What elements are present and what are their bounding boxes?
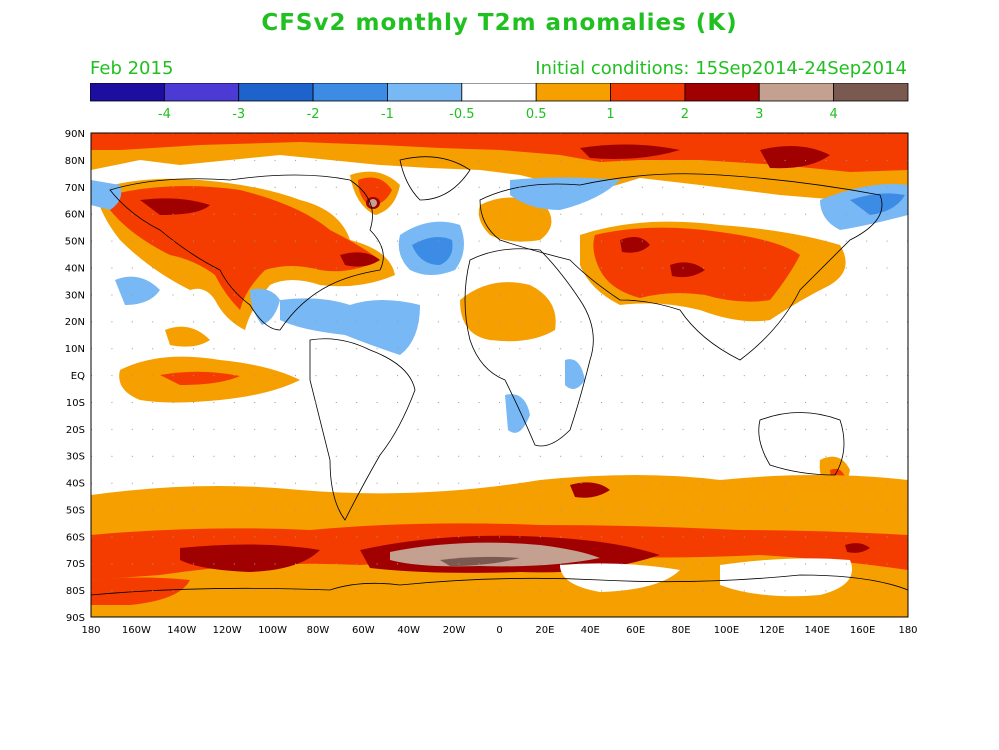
lat-tick-label: 50S	[66, 505, 85, 516]
valid-month: Feb 2015	[90, 58, 174, 79]
lon-tick-label: 20E	[535, 625, 554, 636]
lon-tick-label: 100W	[258, 625, 287, 636]
lat-tick-label: EQ	[71, 371, 85, 382]
lon-tick-label: 100E	[714, 625, 739, 636]
lat-tick-label: 40N	[65, 263, 85, 274]
lon-tick-label: 80E	[672, 625, 691, 636]
lat-tick-label: 80N	[65, 156, 85, 167]
lon-tick-label: 160E	[850, 625, 875, 636]
colorbar-label: 0.5	[526, 107, 547, 122]
lat-tick-label: 70S	[66, 559, 85, 570]
lat-tick-label: 50N	[65, 237, 85, 248]
colorbar-label: 3	[755, 107, 763, 122]
lat-tick-label: 20S	[66, 425, 85, 436]
lon-tick-label: 20W	[443, 625, 466, 636]
lon-tick-label: 0	[496, 625, 502, 636]
lat-tick-label: 30N	[65, 290, 85, 301]
colorbar-label: 1	[606, 107, 614, 122]
lat-tick-label: 20N	[65, 317, 85, 328]
lat-tick-label: 60S	[66, 532, 85, 543]
colorbar-label: 2	[681, 107, 689, 122]
colorbar-label: -1	[381, 107, 394, 122]
lat-tick-label: 90N	[65, 129, 85, 140]
colorbar-label: -4	[158, 107, 171, 122]
lon-tick-label: 60E	[626, 625, 645, 636]
colorbar-swatch	[833, 83, 909, 102]
lon-tick-label: 160W	[122, 625, 151, 636]
colorbar-label: 4	[829, 107, 837, 122]
lon-tick-label: 120W	[213, 625, 242, 636]
lon-tick-label: 40W	[397, 625, 420, 636]
initial-conditions: Initial conditions: 15Sep2014-24Sep2014	[535, 58, 907, 79]
lon-tick-label: 60W	[352, 625, 375, 636]
lat-tick-label: 80S	[66, 586, 85, 597]
lat-tick-label: 70N	[65, 183, 85, 194]
plot-frame	[90, 132, 909, 618]
lon-tick-label: 140E	[805, 625, 830, 636]
colorbar-label: -2	[307, 107, 320, 122]
lat-tick-label: 10S	[66, 398, 85, 409]
chart-title: CFSv2 monthly T2m anomalies (K)	[261, 10, 738, 36]
lat-tick-label: 40S	[66, 479, 85, 490]
lat-tick-label: 90S	[66, 613, 85, 624]
lon-tick-label: 180	[898, 625, 917, 636]
lon-tick-label: 40E	[581, 625, 600, 636]
lon-tick-label: 140W	[167, 625, 196, 636]
colorbar: -4 -3 -2 -1 -0.5 0.5 1 2 3 4	[90, 83, 909, 122]
colorbar-label: -3	[232, 107, 245, 122]
lon-tick-label: 80W	[307, 625, 330, 636]
lat-tick-label: 60N	[65, 210, 85, 221]
colorbar-label: -0.5	[449, 107, 474, 122]
lat-tick-label: 10N	[65, 344, 85, 355]
lon-tick-label: 120E	[759, 625, 784, 636]
lat-tick-label: 30S	[66, 452, 85, 463]
lon-tick-label: 180	[81, 625, 100, 636]
grid-dots	[91, 133, 908, 617]
